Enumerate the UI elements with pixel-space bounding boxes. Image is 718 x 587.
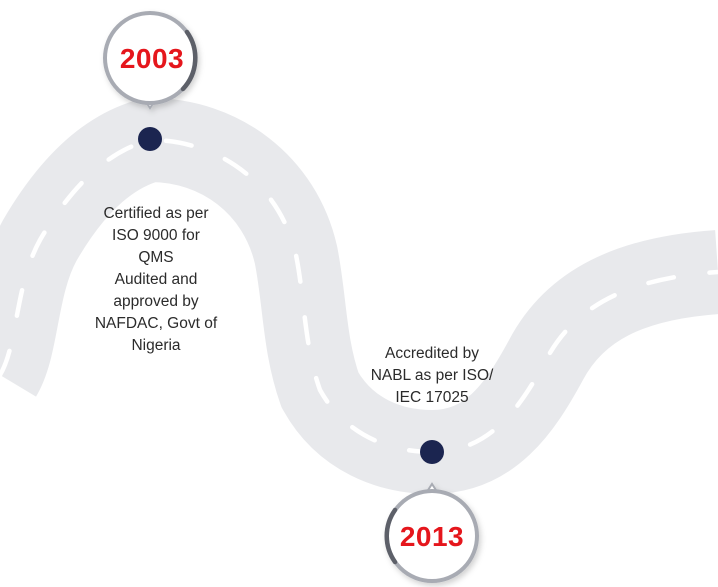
road-center-dashes (0, 137, 718, 455)
milestone-description-2013: Accredited by NABL as per ISO/ IEC 17025 (352, 343, 512, 409)
year-label-2013: 2013 (400, 521, 464, 552)
description-line: Nigeria (131, 337, 181, 354)
year-badge-2003: 2003 (103, 11, 198, 110)
description-line: Certified as per (103, 205, 209, 222)
milestone-description-2003: Certified as per ISO 9000 for QMS Audite… (76, 203, 236, 357)
description-line: Accredited by (385, 345, 479, 362)
description-line: NAFDAC, Govt of (94, 315, 218, 332)
badge-ring-accent (180, 29, 198, 92)
description-line: QMS (138, 249, 174, 266)
year-label-2003: 2003 (120, 43, 184, 74)
description-line: IEC 17025 (395, 389, 469, 406)
year-badge-2013: 2013 (384, 482, 479, 583)
description-line: ISO 9000 for (112, 227, 200, 244)
description-line: approved by (113, 293, 199, 310)
description-line: Audited and (114, 271, 198, 288)
description-line: NABL as per ISO/ (370, 367, 494, 384)
milestone-dot-2003 (138, 127, 162, 151)
badge-ring-accent (384, 507, 398, 565)
milestone-dot-2013 (420, 440, 444, 464)
